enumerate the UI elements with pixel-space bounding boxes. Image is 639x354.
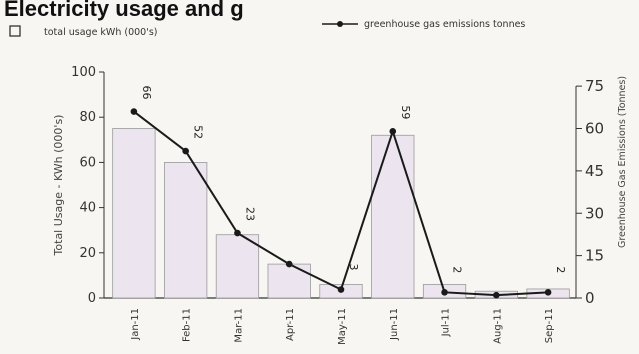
right-tick-label: 30 — [585, 204, 604, 222]
emissions-data-label: 59 — [399, 105, 412, 119]
category-label: Sep-11 — [544, 308, 555, 343]
category-labels: Jan-11 Feb-11 Mar-11 Apr-11 May-11 Jun-11 Jul-… — [130, 308, 555, 345]
right-tick-label: 0 — [585, 289, 595, 307]
emissions-data-label: 66 — [140, 86, 153, 100]
emissions-data-label: 2 — [554, 266, 567, 273]
emissions-point — [285, 260, 293, 268]
left-tick-label: 60 — [79, 155, 96, 170]
legend-line-label: greenhouse gas emissions tonnes — [364, 19, 525, 30]
left-tick-label: 100 — [71, 65, 96, 80]
category-label: Mar-11 — [233, 308, 244, 343]
emissions-point — [337, 286, 345, 293]
usage-bar — [112, 128, 156, 299]
right-tick-label: 15 — [585, 247, 604, 265]
data-labels: 66 52 23 3 59 2 2 — [140, 86, 567, 274]
legend-line-marker — [337, 21, 343, 27]
emissions-data-label: 23 — [243, 207, 256, 221]
emissions-point — [493, 291, 500, 299]
usage-bar — [164, 161, 208, 299]
emissions-point — [234, 229, 241, 237]
right-tick-label: 45 — [585, 162, 604, 180]
category-label: Jun-11 — [389, 308, 400, 341]
right-tick-label: 75 — [585, 77, 604, 95]
legend-bar-swatch — [9, 25, 21, 37]
left-tick-label: 80 — [79, 110, 96, 125]
left-tick-label: 20 — [79, 246, 96, 261]
emissions-point — [544, 289, 552, 296]
legend-bar-label: total usage kWh (000's) — [44, 27, 157, 38]
y-axis-label: Total Usage - KWh (000's) — [52, 115, 65, 257]
emissions-line — [130, 108, 552, 299]
usage-bar — [371, 134, 415, 299]
category-label: Apr-11 — [285, 308, 296, 341]
usage-bar — [215, 234, 260, 299]
legend: total usage kWh (000's) greenhouse gas e… — [9, 19, 525, 38]
category-label: May-11 — [337, 308, 348, 345]
emissions-point — [130, 108, 138, 115]
right-axis: 0 15 30 45 60 75 — [575, 77, 604, 307]
left-tick-label: 40 — [79, 201, 96, 216]
emissions-point — [182, 147, 189, 155]
chart-title: Electricity usage and g — [4, 0, 244, 21]
usage-bar — [267, 263, 311, 299]
y2-axis-label: Greenhouse Gas Emissions (Tonnes) — [617, 76, 628, 248]
emissions-point — [441, 289, 448, 296]
category-label: Jul-11 — [441, 308, 452, 337]
category-label: Aug-11 — [492, 308, 503, 344]
category-label: Jan-11 — [130, 308, 141, 341]
emissions-data-label: 3 — [347, 264, 360, 271]
category-label: Feb-11 — [182, 308, 193, 342]
bars — [112, 128, 570, 299]
left-tick-label: 0 — [88, 291, 96, 306]
emissions-data-label: 2 — [451, 266, 464, 273]
right-tick-label: 60 — [585, 120, 604, 138]
emissions-data-label: 52 — [192, 125, 205, 139]
emissions-point — [389, 128, 397, 135]
